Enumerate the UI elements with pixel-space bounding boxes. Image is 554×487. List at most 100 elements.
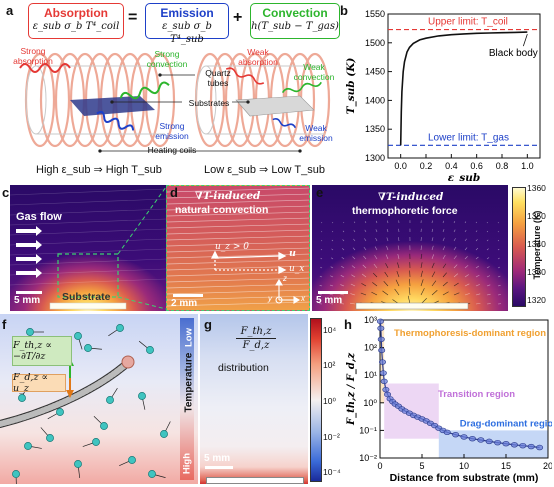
force-arrow-115: [442, 263, 447, 269]
panel-c-field: Gas flow Substrate 5 mm: [10, 185, 166, 311]
force-arrow-60: [387, 220, 389, 224]
axis-z-label: z: [283, 274, 287, 283]
panel-a-letter: a: [6, 3, 14, 18]
panel-e-title-2: thermophoretic force: [352, 205, 458, 217]
force-arrow-76: [396, 270, 400, 278]
ratio-tick-2: 10²: [323, 360, 336, 370]
force-arrow-29: [339, 303, 345, 305]
force-arrow-71: [398, 228, 400, 233]
substrates-label: Substrates: [188, 98, 230, 108]
force-arrow-58: [371, 291, 378, 296]
x-axis-label-b: ε_sub: [448, 172, 481, 182]
force-arrow-42: [364, 238, 367, 242]
plus-sign: +: [233, 9, 243, 26]
ratio-tick-4: 10⁻²: [323, 432, 340, 442]
ratio-denominator: F_d,z: [242, 340, 270, 351]
particle-6: [138, 392, 146, 400]
force-arrow-123: [453, 246, 457, 251]
force-arrow-103: [431, 245, 434, 251]
force-arrow-166: [497, 275, 501, 278]
force-arrow-39: [350, 302, 356, 305]
panel-f-letter: f: [2, 317, 7, 332]
force-arrow-95: [420, 262, 423, 269]
force-arrow-107: [431, 280, 437, 287]
right-quartz-tube: [195, 65, 325, 135]
panel-e-force-arrows: [319, 220, 501, 310]
force-arrow-102: [431, 237, 434, 242]
axis-x-label: x: [301, 294, 305, 303]
force-arrow-51: [375, 229, 378, 233]
force-arrow-20: [343, 221, 345, 224]
force-arrow-46: [361, 273, 367, 278]
temperature-axis-label: Temperature (K): [532, 210, 542, 280]
data-point-h-34: [527, 443, 535, 450]
force-arrow-165: [497, 266, 501, 269]
temp-tick-2: 1350: [527, 211, 546, 221]
panel-f-low-label: Low: [183, 328, 195, 347]
particle-9: [160, 430, 168, 438]
force-arrow-112: [442, 237, 445, 242]
left-substrate: [70, 96, 155, 116]
black-body-label: Black body: [489, 48, 538, 59]
particle-2: [116, 324, 124, 332]
force-arrow-15: [330, 266, 334, 269]
particle-4: [18, 394, 26, 402]
force-arrow-48: [360, 292, 367, 296]
substrate-rect: [49, 302, 127, 310]
force-arrow-152: [486, 239, 489, 242]
ux-label: u_x: [289, 264, 305, 274]
panel-g-field: F_th,z F_d,z distribution 5 mm: [200, 314, 308, 484]
panel-f-high-label: High: [181, 452, 193, 475]
force-arrow-104: [431, 254, 435, 260]
force-arrow-21: [342, 230, 345, 233]
force-arrow-43: [363, 246, 367, 251]
axis-y-label: y: [268, 294, 272, 303]
particle-3: [146, 346, 154, 354]
series-line-b: [399, 31, 528, 146]
panel-c-scalebar: [16, 291, 42, 294]
y-tick-label-h-1: 10⁻¹: [359, 425, 377, 435]
data-point-h-28: [477, 437, 485, 443]
force-arrow-133: [464, 247, 468, 251]
force-arrow-0: [321, 222, 323, 224]
x-tick-label-h-0: 0: [377, 461, 382, 471]
particle-17: [92, 438, 100, 446]
force-arrow-25: [341, 265, 345, 269]
force-arrow-164: [497, 257, 500, 260]
weak-convection-label: Weak convection: [293, 62, 335, 82]
force-arrow-98: [420, 288, 425, 296]
temp-tick-1: 1360: [527, 183, 546, 193]
strong-convection-wave: [119, 81, 170, 100]
ratio-tick-1: 10⁴: [323, 325, 337, 335]
data-point-h-25: [452, 431, 460, 438]
weak-emission-wave: [272, 118, 297, 129]
force-arrow-111: [442, 229, 445, 233]
panel-d-title-1: ∇T-induced: [195, 190, 261, 202]
force-arrow-97: [420, 279, 424, 287]
force-arrow-160: [497, 222, 499, 224]
convection-formula: h(T_sub − T_gas): [251, 21, 339, 32]
force-arrow-155: [486, 266, 490, 269]
force-arrow-62: [386, 237, 389, 242]
panel-a: a Absorption ε_sub σ_b T⁴_coil = Emissio…: [0, 0, 340, 182]
force-arrow-144: [475, 256, 479, 260]
force-arrow-113: [442, 246, 446, 251]
force-arrow-18: [329, 293, 334, 296]
force-arrow-12: [331, 239, 334, 242]
force-arrow-61: [386, 228, 389, 233]
force-arrow-150: [486, 222, 488, 224]
particle-13: [46, 434, 54, 442]
force-arrow-163: [497, 248, 500, 251]
force-arrow-55: [373, 263, 378, 269]
force-arrow-50: [375, 220, 378, 224]
y-tick-label-b-5: 1550: [365, 9, 385, 19]
high-epsilon-caption: High ε_sub ⇒ High T_sub: [36, 164, 162, 176]
panel-h-chart: 0 5 10 15 20 10⁻² 10⁻¹ 10⁰ 10¹ 10² 10³ Thermophores…: [346, 316, 552, 484]
force-arrow-87: [409, 278, 411, 287]
force-arrow-77: [395, 279, 400, 287]
particle-11: [74, 460, 82, 468]
force-arrow-10: [332, 222, 334, 224]
panel-b-letter: b: [340, 3, 348, 18]
force-arrow-168: [497, 294, 501, 296]
convection-title: Convection: [262, 6, 328, 20]
